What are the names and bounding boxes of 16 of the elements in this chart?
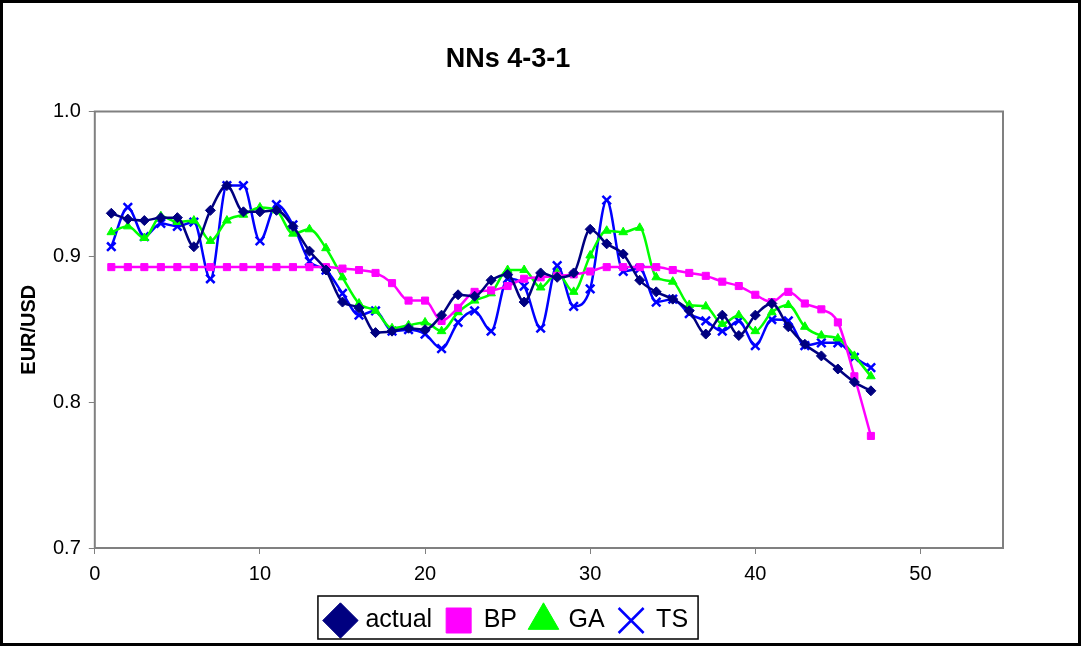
y-tick-label: 0.8 [52,389,81,412]
y-tick-label: 1.0 [52,98,81,121]
x-tick-label: 30 [579,561,602,584]
x-tick-label: 50 [909,561,932,584]
legend-label: BP [483,604,518,633]
y-axis-title: EUR/USD [16,284,39,375]
y-tick-label: 0.7 [52,535,81,558]
legend-label: GA [568,604,605,633]
chart-title: NNs 4-3-1 [445,42,571,73]
legend-label: actual [365,604,433,633]
legend-label: TS [656,604,689,633]
y-tick-label: 0.9 [52,244,81,267]
x-tick-label: 20 [413,561,437,584]
x-tick-label: 40 [744,561,767,584]
x-tick-label: 10 [248,561,272,584]
x-tick-label: 0 [89,561,101,584]
